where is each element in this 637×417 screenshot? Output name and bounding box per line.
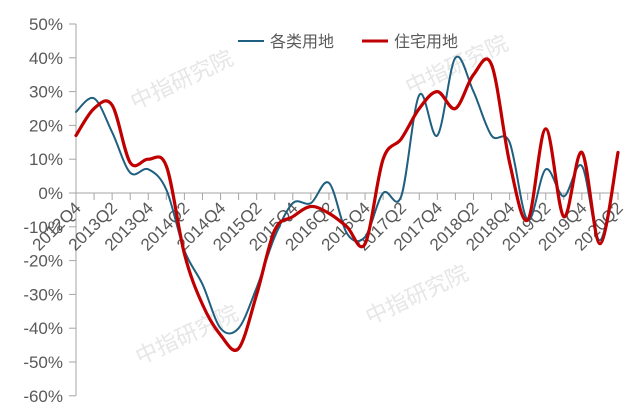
y-tick-label: -50% [23,353,63,372]
legend-label-1: 住宅用地 [394,32,458,51]
chart-legend: 各类用地 住宅用地 [238,32,458,51]
y-tick-label: 40% [29,49,63,68]
y-tick-label: 20% [29,116,63,135]
series-line-0 [75,55,619,335]
y-tick-label: 50% [29,15,63,34]
y-tick-label: -60% [23,387,63,406]
watermark-text: 中指研究院 [127,46,237,115]
y-tick-label: -10% [23,218,63,237]
y-tick-label: 10% [29,150,63,169]
y-tick-label: 30% [29,83,63,102]
y-axis: 50% 40% 30% 20% 10% 0% -10% -20% -30% -40% -50% -60… [23,15,77,406]
y-tick-label: -20% [23,252,63,271]
watermark-text: 中指研究院 [132,301,242,370]
series-line-1 [74,57,620,352]
legend-label-0: 各类用地 [270,32,334,51]
y-tick-label: -30% [23,285,63,304]
y-tick-label: 0% [38,184,63,203]
watermark-text: 中指研究院 [362,261,472,330]
series-lines [74,55,620,352]
x-axis: 2012Q42013Q22013Q42014Q22014Q42015Q22015… [29,192,627,255]
y-tick-label: -40% [23,319,63,338]
